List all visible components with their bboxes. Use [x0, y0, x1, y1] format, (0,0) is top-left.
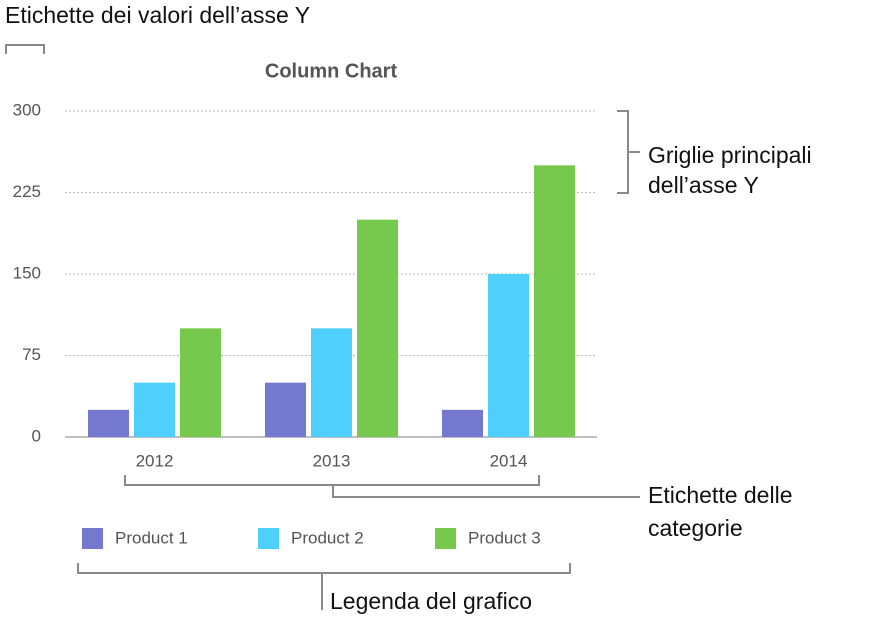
y-tick-label: 0 — [32, 426, 41, 445]
x-tick-label: 2014 — [490, 451, 528, 470]
y-tick-label: 300 — [13, 100, 41, 119]
annotation: Legenda del grafico — [330, 588, 532, 614]
x-tick-label: 2012 — [136, 451, 174, 470]
bracket — [77, 563, 571, 610]
bar — [357, 219, 398, 437]
legend-swatch — [82, 528, 103, 549]
bracket — [5, 44, 45, 54]
bar — [180, 328, 221, 437]
y-tick-label: 150 — [13, 263, 41, 282]
x-tick-label: 2013 — [313, 451, 351, 470]
bar — [311, 328, 352, 437]
bar — [442, 409, 483, 437]
chart-title: Column Chart — [265, 60, 398, 82]
legend-swatch — [258, 528, 279, 549]
annotation: categorie — [648, 515, 743, 541]
legend-label: Product 3 — [468, 528, 541, 547]
bracket — [124, 475, 640, 498]
y-tick-label: 225 — [13, 182, 41, 201]
legend-swatch — [435, 528, 456, 549]
bar — [534, 165, 575, 438]
annotation: dell’asse Y — [648, 172, 759, 198]
y-tick-label: 75 — [22, 345, 41, 364]
bracket — [617, 110, 640, 194]
bar — [134, 382, 175, 437]
annotation: Etichette dei valori dell’asse Y — [5, 2, 310, 28]
bar — [265, 382, 306, 437]
bar — [88, 409, 129, 437]
legend-label: Product 2 — [291, 528, 364, 547]
annotation: Griglie principali — [648, 142, 812, 168]
annotation: Etichette delle — [648, 482, 792, 508]
legend-label: Product 1 — [115, 528, 188, 547]
bar — [488, 274, 529, 437]
